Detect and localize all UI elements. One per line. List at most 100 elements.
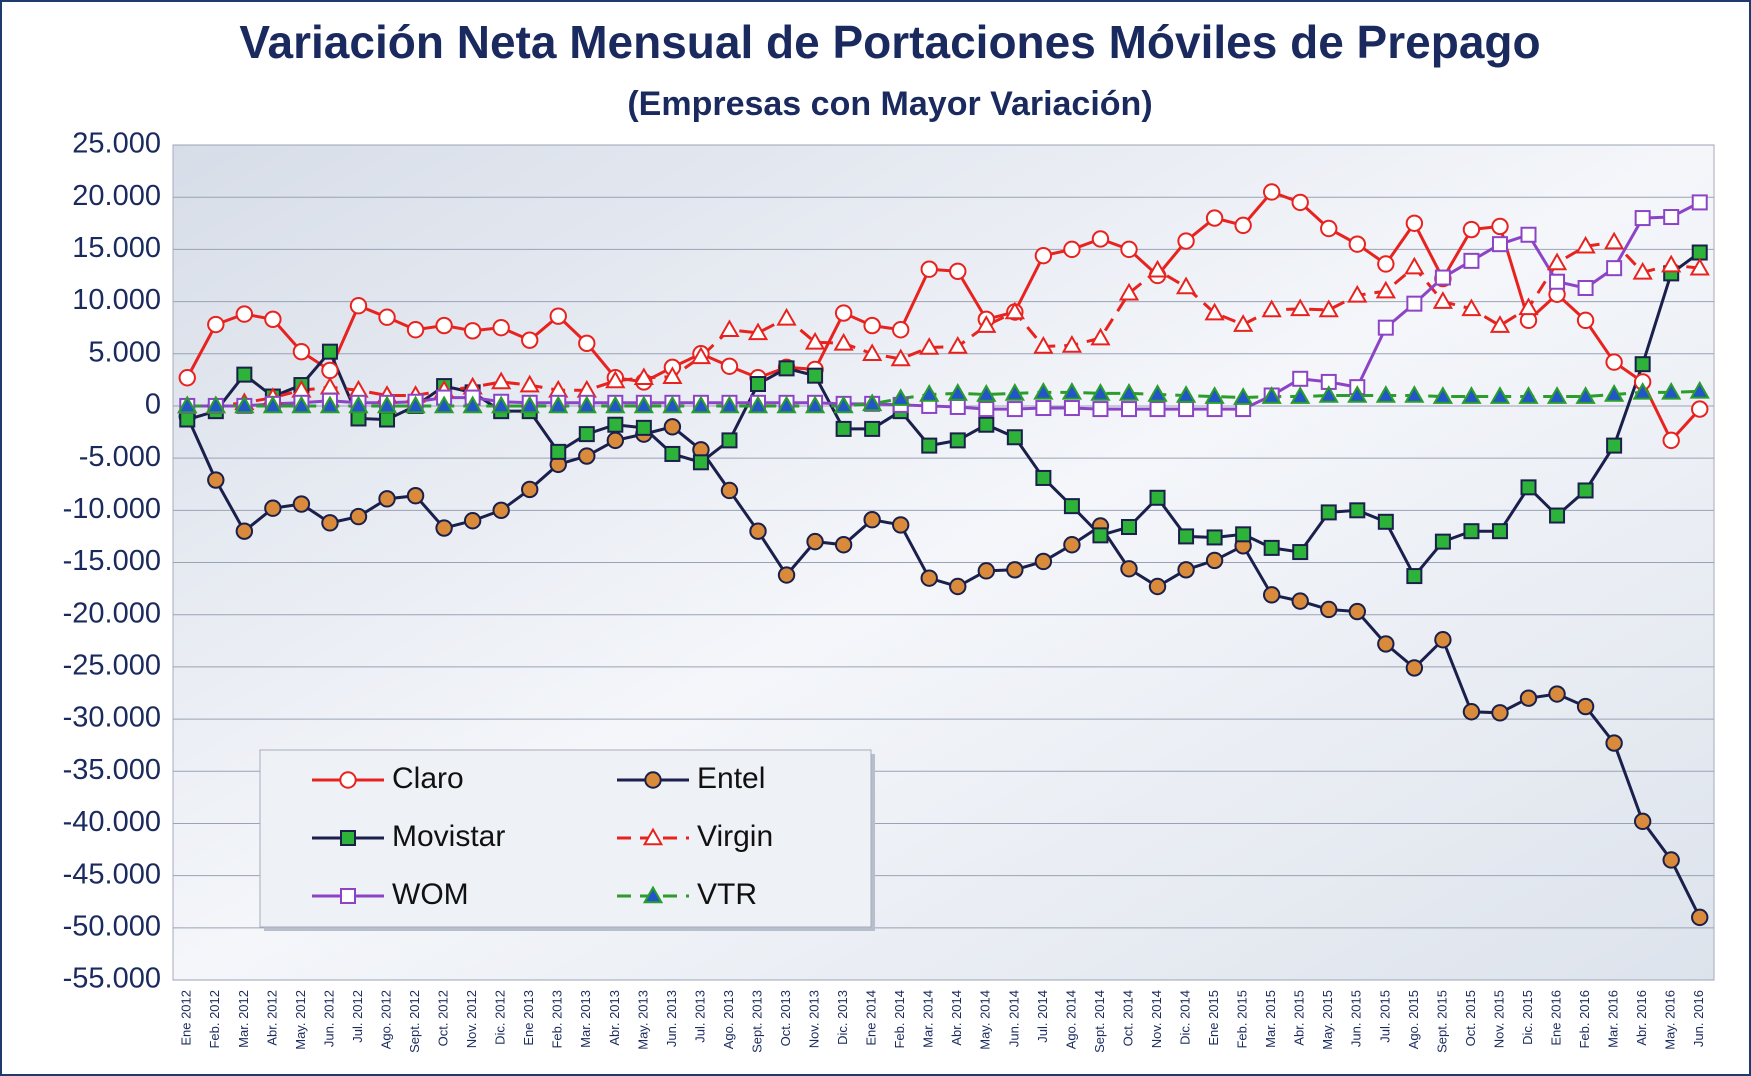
marker — [633, 395, 654, 414]
x-tick-label: Mar. 2015 — [1263, 990, 1278, 1048]
marker — [1518, 386, 1539, 404]
marker — [319, 395, 341, 414]
marker — [1576, 311, 1595, 330]
marker — [1432, 386, 1454, 404]
marker — [1120, 519, 1137, 536]
marker — [1291, 193, 1309, 212]
marker — [1118, 382, 1140, 401]
marker — [1463, 523, 1480, 540]
marker — [1689, 380, 1710, 399]
marker — [949, 432, 966, 449]
marker — [1405, 214, 1424, 232]
marker — [348, 395, 369, 414]
marker — [1034, 246, 1053, 265]
marker — [1404, 256, 1425, 275]
marker — [921, 437, 938, 454]
marker — [804, 395, 826, 414]
marker — [1147, 259, 1168, 278]
x-tick-label: Oct. 2015 — [1463, 990, 1478, 1046]
marker — [1120, 401, 1137, 418]
marker — [1575, 386, 1596, 404]
marker — [1291, 592, 1309, 610]
marker — [1491, 523, 1508, 540]
x-tick-label: May. 2015 — [1320, 990, 1335, 1050]
marker — [1320, 219, 1338, 238]
marker — [321, 514, 339, 532]
marker — [1691, 244, 1708, 261]
x-tick-label: Jul. 2015 — [1377, 990, 1392, 1043]
x-tick-label: Dic. 2015 — [1520, 990, 1535, 1045]
marker — [1261, 386, 1282, 404]
marker — [1090, 327, 1111, 346]
marker — [1292, 544, 1309, 561]
x-tick-label: Mar. 2012 — [236, 990, 251, 1048]
marker — [1634, 210, 1651, 227]
y-tick-label: -40.000 — [63, 806, 161, 838]
x-tick-label: Feb. 2016 — [1577, 990, 1592, 1049]
marker — [747, 322, 769, 341]
marker — [977, 562, 996, 580]
x-tick-label: Abr. 2012 — [264, 990, 279, 1046]
marker — [406, 321, 425, 339]
marker — [947, 336, 968, 354]
y-tick-label: -25.000 — [63, 650, 161, 682]
marker — [692, 454, 709, 471]
marker — [1233, 314, 1254, 332]
chart-title: Variación Neta Mensual de Portaciones Mó… — [239, 16, 1540, 68]
y-tick-label: -50.000 — [63, 910, 161, 942]
y-tick-label: -15.000 — [63, 545, 161, 577]
marker — [1375, 385, 1396, 403]
marker — [463, 322, 482, 340]
marker — [1489, 386, 1511, 404]
marker — [1061, 334, 1083, 353]
chart-subtitle: (Empresas con Mayor Variación) — [627, 85, 1152, 123]
x-tick-label: Ene 2016 — [1548, 990, 1563, 1046]
y-tick-label: 20.000 — [72, 180, 161, 212]
marker — [1404, 385, 1425, 403]
marker — [949, 577, 967, 596]
marker — [262, 395, 284, 414]
y-tick-label: -20.000 — [63, 597, 161, 629]
x-tick-label: May. 2016 — [1663, 990, 1678, 1050]
marker — [1491, 217, 1509, 236]
marker — [1235, 526, 1252, 543]
marker — [235, 305, 254, 323]
marker — [349, 507, 368, 526]
marker — [920, 569, 938, 587]
x-tick-label: Dic. 2012 — [493, 990, 508, 1045]
x-tick-label: Abr. 2014 — [949, 990, 964, 1046]
marker — [920, 260, 938, 278]
marker — [1118, 282, 1140, 301]
marker — [1004, 301, 1025, 320]
marker — [949, 262, 967, 280]
marker — [1606, 260, 1623, 277]
marker — [778, 360, 795, 377]
marker — [1147, 384, 1168, 402]
marker — [863, 316, 881, 335]
x-tick-label: Sept. 2015 — [1434, 990, 1449, 1053]
marker — [339, 771, 357, 789]
marker — [919, 384, 940, 402]
x-tick-label: Oct. 2013 — [778, 990, 793, 1046]
marker — [1633, 812, 1652, 831]
marker — [1377, 513, 1394, 530]
marker — [978, 401, 995, 418]
x-tick-label: Feb. 2013 — [550, 990, 565, 1049]
marker — [606, 431, 625, 450]
marker — [349, 297, 368, 315]
marker — [1603, 231, 1625, 250]
x-tick-label: Ene 2014 — [864, 990, 879, 1046]
marker — [1349, 502, 1366, 519]
y-tick-label: -10.000 — [63, 493, 161, 525]
y-tick-label: -30.000 — [63, 702, 161, 734]
marker — [1206, 401, 1223, 418]
marker — [1205, 209, 1224, 227]
marker — [1063, 240, 1081, 259]
x-tick-label: Ago. 2012 — [378, 990, 393, 1049]
marker — [834, 536, 853, 554]
marker — [1290, 386, 1311, 404]
x-tick-label: Abr. 2013 — [607, 990, 622, 1046]
marker — [1178, 528, 1195, 545]
x-tick-label: Abr. 2016 — [1634, 990, 1649, 1046]
marker — [1033, 336, 1054, 354]
